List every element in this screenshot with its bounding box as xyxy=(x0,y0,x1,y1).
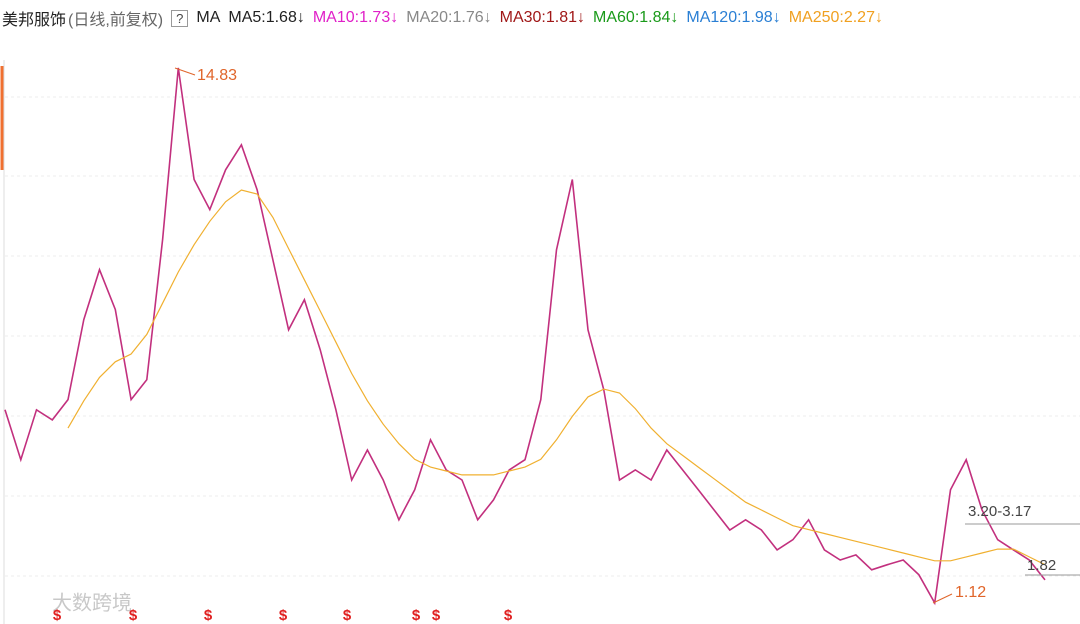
high-label: 14.83 xyxy=(197,67,237,84)
ma-indicator: MA250:2.27↓ xyxy=(788,9,883,26)
subtitle: (日线,前复权) xyxy=(68,12,164,29)
event-marker: $ xyxy=(432,607,441,624)
ma-indicator: MA5:1.68↓ xyxy=(228,9,305,26)
event-marker: $ xyxy=(129,607,138,624)
last-label: 1.82 xyxy=(1027,557,1056,574)
low-label: 1.12 xyxy=(955,584,986,601)
ma-indicator: MA60:1.84↓ xyxy=(593,9,679,26)
high-arrow xyxy=(174,67,196,76)
low-arrow xyxy=(932,593,953,604)
event-marker: $ xyxy=(343,607,352,624)
watermark: 大数跨境 xyxy=(52,591,132,614)
indicator-group[interactable]: MA xyxy=(196,9,221,26)
event-marker: $ xyxy=(279,607,288,624)
ma-indicator: MA120:1.98↓ xyxy=(686,9,781,26)
ma-indicator: MA20:1.76↓ xyxy=(406,9,492,26)
event-marker: $ xyxy=(412,607,421,624)
help-button[interactable]: ? xyxy=(171,9,189,27)
ma-indicator: MA30:1.81↓ xyxy=(499,9,586,26)
series-line xyxy=(67,189,1046,566)
header: 美邦服饰 (日线,前复权) ? MA MA5:1.68↓ MA10:1.73↓ MA… xyxy=(2,6,883,30)
stock-name: 美邦服饰 xyxy=(2,12,67,29)
range-label: 3.20-3.17 xyxy=(968,503,1031,520)
grid xyxy=(5,96,1080,577)
plot xyxy=(4,67,1046,606)
event-marker: $ xyxy=(53,607,62,624)
ma-indicator: MA10:1.73↓ xyxy=(312,9,399,26)
series-line xyxy=(4,67,1046,606)
event-marker: $ xyxy=(504,607,513,624)
event-marker: $ xyxy=(204,607,213,624)
